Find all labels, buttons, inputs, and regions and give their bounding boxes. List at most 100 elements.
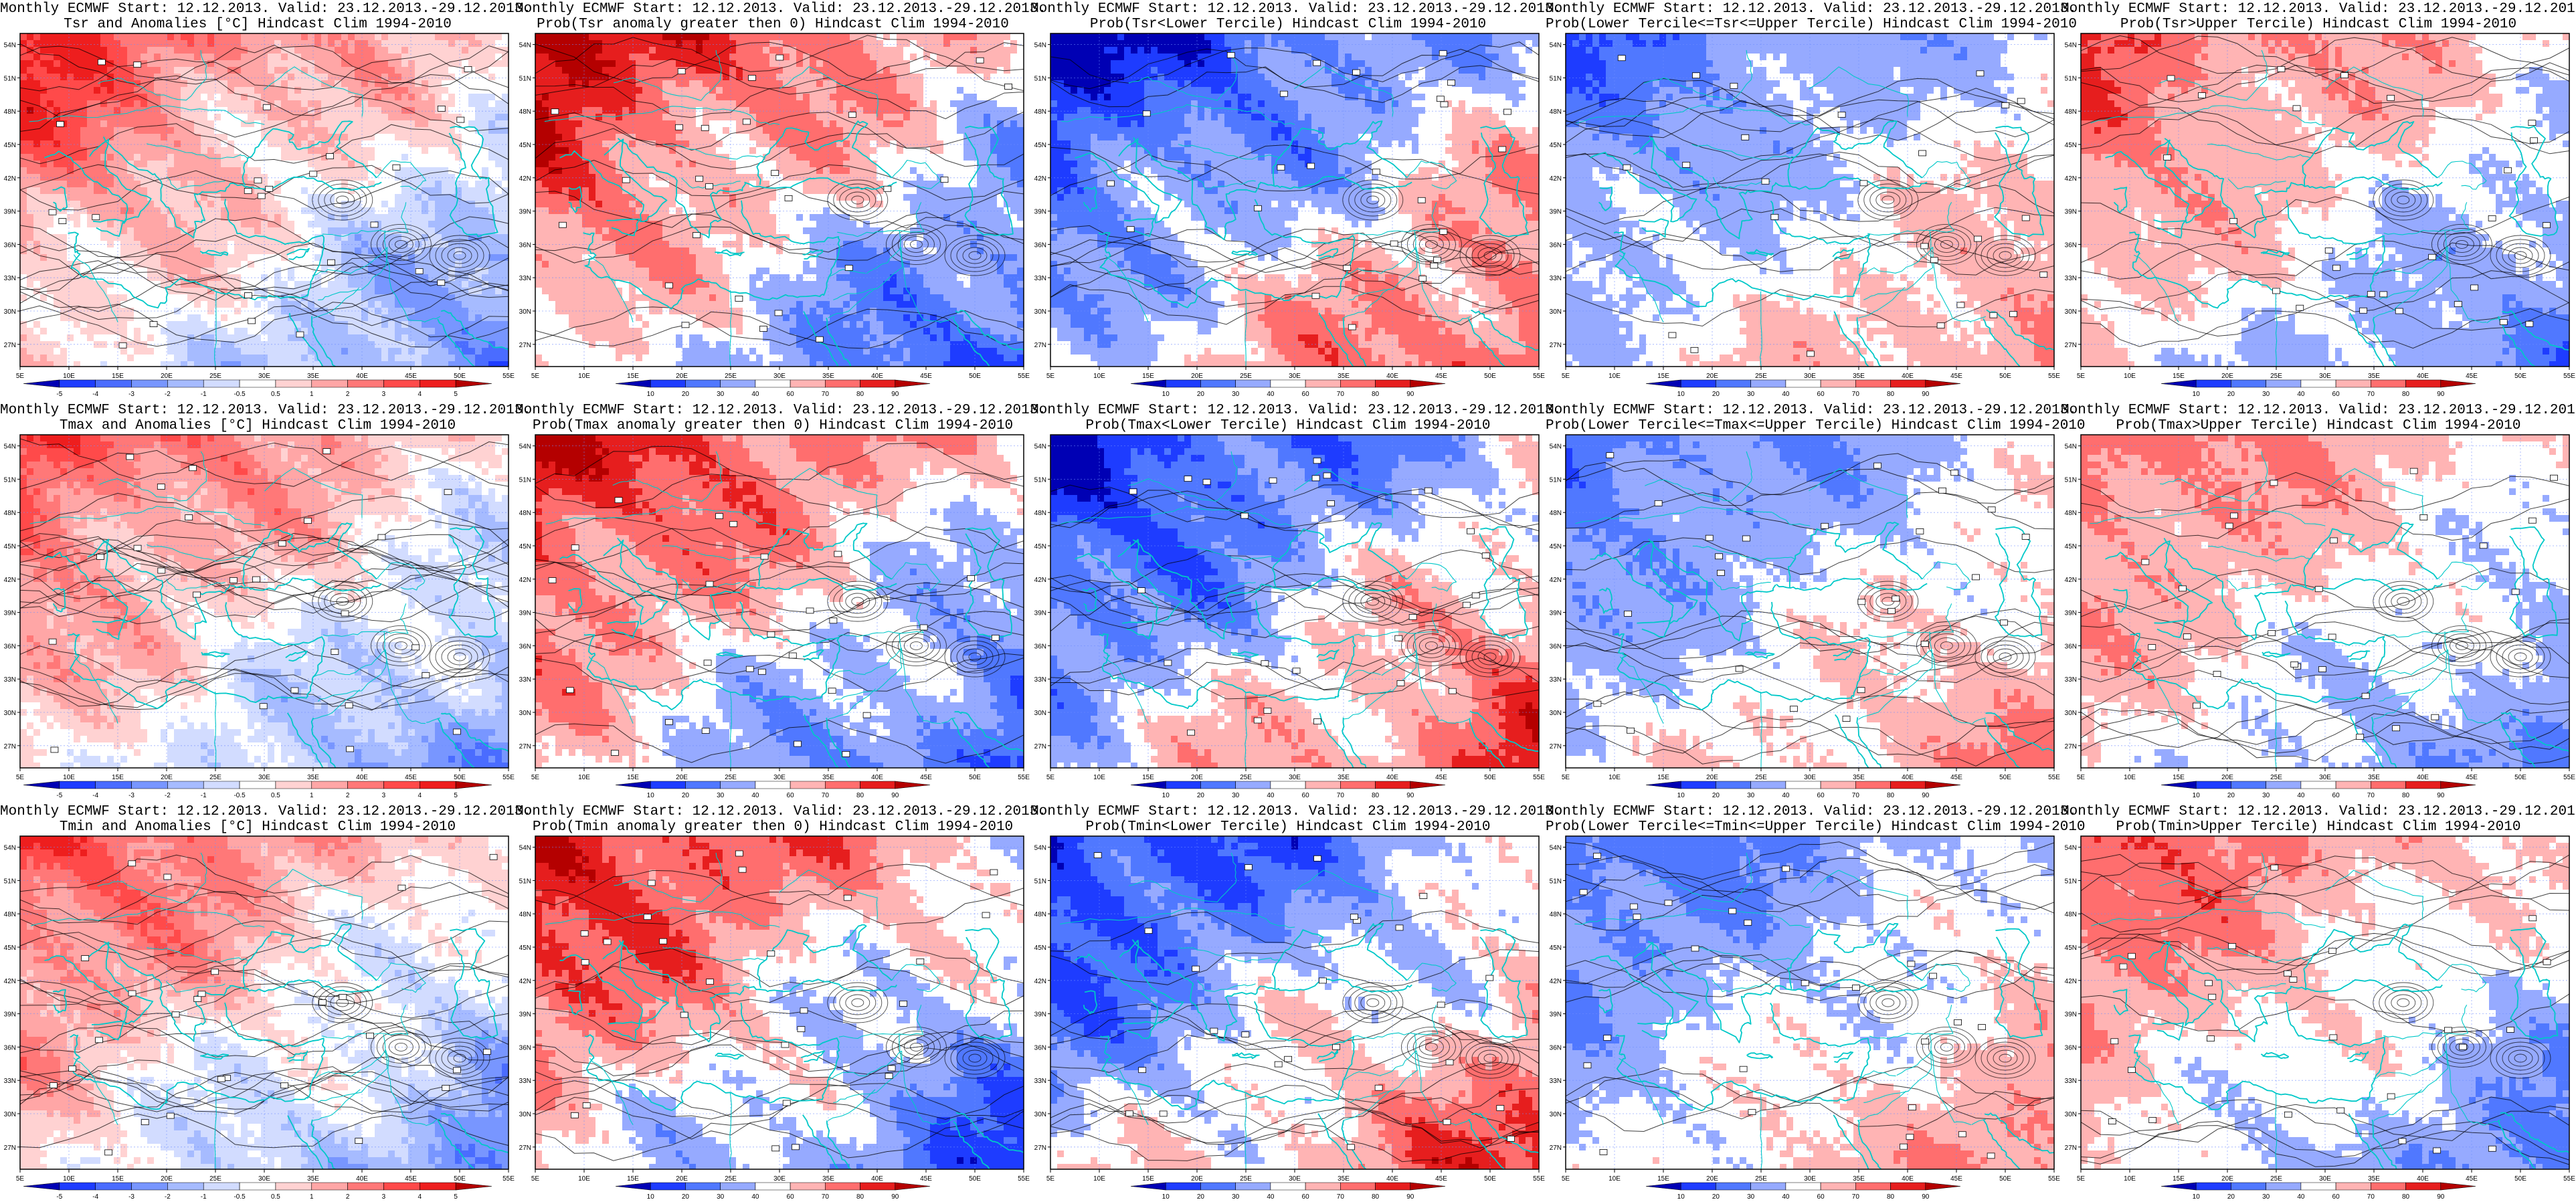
lon-tick-label: 5E [2077, 373, 2086, 380]
colorbar-tick-label: -3 [128, 391, 134, 398]
lat-tick-label: 51N [4, 75, 16, 82]
colorbar-tick-label: 60 [2332, 792, 2340, 799]
lat-tick-label: 54N [1034, 443, 1046, 451]
lon-tick-label: 35E [1338, 1175, 1350, 1183]
colorbar-segment [895, 1182, 931, 1191]
colorbar-segment [23, 379, 60, 388]
lat-tick-label: 48N [519, 108, 531, 116]
lon-tick-label: 30E [773, 774, 786, 781]
lon-tick-label: 55E [2048, 774, 2060, 781]
lon-tick-label: 5E [531, 774, 540, 781]
lat-tick-label: 45N [519, 142, 531, 149]
lat-tick-label: 42N [4, 978, 16, 985]
longitude-tick-labels: 5E 10E 15E 20E 25E 30E 35E 40E 45E 50E 55E [16, 768, 515, 781]
lon-tick-label: 30E [2319, 1175, 2331, 1183]
lat-tick-label: 42N [4, 577, 16, 584]
colorbar-tick-label: 70 [1852, 1193, 1860, 1201]
lon-tick-label: 30E [2319, 373, 2331, 380]
lat-tick-label: 48N [519, 510, 531, 517]
lon-tick-label: 40E [871, 774, 883, 781]
coastlines-and-borders [544, 49, 1024, 367]
shaded-field [1566, 435, 2054, 768]
lat-tick-label: 39N [1550, 209, 1562, 216]
lon-tick-label: 50E [1999, 774, 2011, 781]
lon-tick-label: 55E [2563, 774, 2575, 781]
colorbar-segment [685, 1182, 721, 1191]
panel-title-line-1: Monthly ECMWF Start: 12.12.2013. Valid: … [515, 403, 1046, 419]
lat-tick-label: 36N [4, 643, 16, 650]
forecast-panel: Monthly ECMWF Start: 12.12.2013. Valid: … [515, 803, 1046, 1204]
colorbar-tick-label: -1 [201, 1193, 207, 1201]
lon-tick-label: 20E [1191, 774, 1203, 781]
colorbar-tick-label: -4 [92, 391, 98, 398]
colorbar: -5 -4 -3 -2 -1 -0.5 0.5 1 2 3 4 5 [23, 781, 492, 799]
lat-tick-label: 48N [1550, 108, 1562, 116]
lon-tick-label: 25E [209, 774, 221, 781]
lat-tick-label: 27N [4, 1144, 16, 1152]
lat-tick-label: 51N [519, 878, 531, 885]
isotherm-contours [1050, 910, 1539, 1163]
lon-tick-label: 40E [1386, 1175, 1398, 1183]
colorbar-tick-label: 40 [1267, 792, 1275, 799]
colorbar-tick-label: 60 [1302, 391, 1310, 398]
lat-tick-label: 33N [519, 275, 531, 282]
lon-tick-label: 20E [1706, 774, 1718, 781]
lon-tick-label: 45E [920, 774, 932, 781]
latitude-tick-labels: 27N 30N 33N 36N 39N 42N 45N 48N 51N 54N [2065, 443, 2081, 750]
latitude-tick-labels: 27N 30N 33N 36N 39N 42N 45N 48N 51N 54N [519, 443, 535, 750]
lon-tick-label: 10E [578, 774, 590, 781]
lon-tick-label: 40E [1386, 373, 1398, 380]
colorbar-segment [1375, 379, 1411, 388]
colorbar-segment [1375, 781, 1411, 789]
lon-tick-label: 50E [969, 373, 981, 380]
lon-tick-label: 50E [2514, 774, 2526, 781]
lon-tick-label: 55E [2563, 1175, 2575, 1183]
colorbar-tick-label: 80 [856, 1193, 864, 1201]
lat-tick-label: 51N [1550, 476, 1562, 484]
colorbar-tick-label: 20 [1197, 1193, 1205, 1201]
lon-tick-label: 50E [454, 373, 466, 380]
lat-tick-label: 45N [519, 944, 531, 952]
colorbar-tick-label: 90 [1406, 391, 1414, 398]
lon-tick-label: 15E [2173, 774, 2185, 781]
panel-title-line-1: Monthly ECMWF Start: 12.12.2013. Valid: … [1030, 403, 1562, 419]
colorbar-segment [347, 781, 384, 789]
colorbar-segment [347, 1182, 384, 1191]
lon-tick-label: 20E [2221, 774, 2233, 781]
panel-title-line-2: Prob(Tsr<Lower Tercile) Hindcast Clim 19… [1030, 17, 1546, 33]
colorbar-segment [383, 781, 420, 789]
lat-tick-label: 27N [2065, 743, 2077, 750]
lon-tick-label: 5E [16, 373, 25, 380]
lat-tick-label: 51N [519, 75, 531, 82]
colorbar-tick-label: 70 [2367, 1193, 2375, 1201]
panel-title-line-2: Prob(Tsr>Upper Tercile) Hindcast Clim 19… [2061, 17, 2576, 33]
longitude-tick-labels: 5E 10E 15E 20E 25E 30E 35E 40E 45E 50E 55E [531, 1169, 1030, 1183]
colorbar-tick-label: 80 [856, 792, 864, 799]
lat-tick-label: 42N [1034, 175, 1046, 183]
colorbar-tick-label: 40 [1782, 792, 1790, 799]
colorbar-tick-label: 2 [346, 391, 350, 398]
panel-title-line-1: Monthly ECMWF Start: 12.12.2013. Valid: … [515, 804, 1046, 820]
colorbar-tick-label: 70 [1337, 792, 1345, 799]
colorbar-segment [2335, 379, 2371, 388]
lon-tick-label: 20E [2221, 1175, 2233, 1183]
panel-title-line-1: Monthly ECMWF Start: 12.12.2013. Valid: … [515, 1, 1046, 17]
coastlines-and-borders [1061, 49, 1539, 367]
colorbar-tick-label: 60 [787, 1193, 795, 1201]
lat-lon-gridlines [2081, 836, 2569, 1169]
colorbar-tick-label: 20 [682, 391, 690, 398]
lon-tick-label: 50E [1484, 373, 1496, 380]
lat-tick-label: 33N [4, 1078, 16, 1085]
lon-tick-label: 30E [1289, 373, 1301, 380]
lat-tick-label: 51N [1034, 476, 1046, 484]
forecast-map: 5E 10E 15E 20E 25E 30E 35E 40E 45E 50E 55E27N30N33… [4, 434, 515, 799]
coastlines-and-borders [545, 451, 1024, 768]
lat-tick-label: 39N [1550, 610, 1562, 617]
colorbar-segment [1130, 781, 1166, 789]
colorbar-segment [239, 1182, 276, 1191]
lat-tick-label: 48N [1550, 510, 1562, 517]
lat-tick-label: 48N [2065, 911, 2077, 918]
colorbar-tick-label: 60 [787, 391, 795, 398]
lon-tick-label: 50E [1484, 774, 1496, 781]
station-markers [570, 850, 998, 1152]
